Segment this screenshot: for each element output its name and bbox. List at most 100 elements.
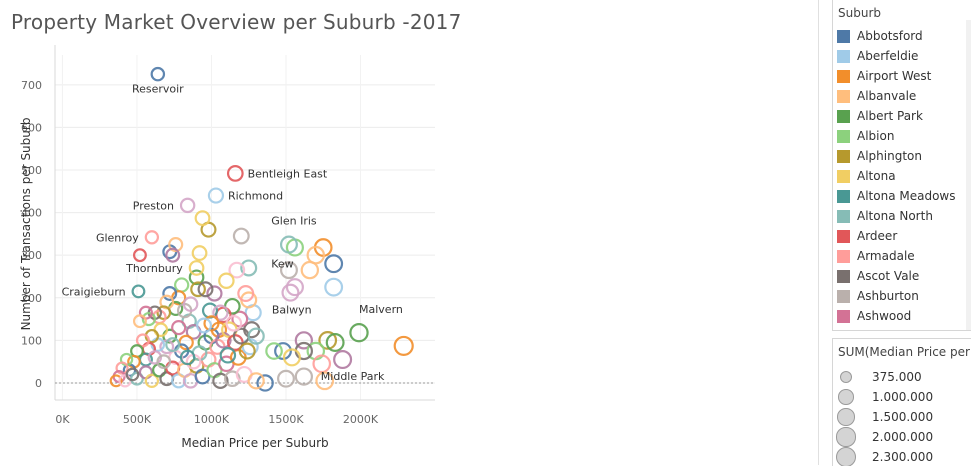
data-point[interactable] — [194, 368, 211, 385]
data-point[interactable] — [228, 261, 246, 279]
data-point-labeled[interactable] — [131, 284, 146, 299]
size-legend-label: 2.300.000 — [872, 450, 934, 464]
data-point[interactable] — [265, 342, 283, 360]
data-point[interactable] — [206, 285, 223, 302]
data-point[interactable] — [282, 348, 301, 367]
data-point[interactable] — [279, 261, 298, 280]
data-point[interactable] — [165, 337, 181, 353]
data-point[interactable] — [190, 281, 206, 298]
data-point[interactable] — [281, 283, 300, 302]
legend-label: Albanvale — [857, 89, 917, 103]
data-point[interactable] — [125, 367, 140, 382]
data-point[interactable] — [132, 314, 147, 329]
data-point[interactable] — [156, 305, 172, 321]
x-tick-label: 500K — [123, 413, 152, 426]
legend-item[interactable]: Albion — [833, 126, 971, 146]
legend-scrollbar[interactable] — [966, 20, 971, 330]
data-point[interactable] — [168, 236, 184, 253]
legend-item[interactable]: Armadale — [833, 246, 971, 266]
data-point[interactable] — [325, 333, 345, 352]
data-point[interactable] — [141, 311, 156, 327]
legend-item[interactable]: Altona North — [833, 206, 971, 226]
data-point-labeled[interactable] — [324, 277, 344, 297]
data-point[interactable] — [247, 327, 265, 345]
legend-item[interactable]: Albert Park — [833, 106, 971, 126]
data-point[interactable] — [219, 347, 237, 364]
data-point[interactable] — [182, 296, 199, 312]
data-point[interactable] — [132, 248, 147, 263]
scatter-chart[interactable]: Reservoir Bentleigh East Richmond Preston Gl… — [0, 0, 818, 465]
data-point[interactable] — [115, 361, 129, 375]
data-point[interactable] — [196, 317, 212, 334]
data-point[interactable] — [218, 272, 235, 289]
size-legend-label: 2.000.000 — [872, 430, 934, 444]
data-point-labeled[interactable] — [349, 323, 369, 343]
legend-item[interactable]: Altona — [833, 166, 971, 186]
data-point[interactable] — [156, 354, 172, 370]
data-point-labeled[interactable] — [144, 230, 160, 245]
legend-item[interactable]: Ashwood — [833, 306, 971, 326]
data-marks — [109, 66, 414, 392]
data-point[interactable] — [300, 260, 320, 280]
data-point[interactable] — [144, 373, 160, 388]
data-point[interactable] — [162, 286, 178, 301]
legend-swatch — [837, 149, 850, 163]
data-point[interactable] — [165, 247, 181, 263]
data-point[interactable] — [171, 319, 187, 336]
legend-swatch — [837, 229, 850, 243]
data-point[interactable] — [212, 304, 229, 321]
point-label: Craigieburn — [62, 285, 126, 298]
legend-item[interactable]: Aberfeldie — [833, 46, 971, 66]
data-point[interactable] — [240, 259, 258, 277]
data-point-labeled[interactable] — [333, 350, 353, 370]
legend-item[interactable]: Ascot Vale — [833, 266, 971, 286]
data-point[interactable] — [238, 342, 256, 360]
data-point[interactable] — [188, 269, 205, 286]
data-point[interactable] — [232, 227, 250, 245]
legend-item[interactable]: Altona Meadows — [833, 186, 971, 206]
legend-item[interactable]: Ardeer — [833, 226, 971, 246]
data-point[interactable] — [174, 277, 190, 293]
data-point[interactable] — [138, 365, 153, 380]
data-point[interactable] — [152, 362, 167, 378]
data-point[interactable] — [237, 285, 255, 303]
size-legend: SUM(Median Price per ... 375.000 1.000.00… — [832, 338, 971, 466]
data-point-labeled[interactable] — [179, 197, 196, 214]
data-point[interactable] — [225, 314, 243, 332]
data-point-labeled[interactable] — [207, 187, 225, 204]
data-point[interactable] — [277, 369, 295, 388]
size-legend-circle — [837, 408, 855, 426]
data-point[interactable] — [285, 278, 304, 297]
legend-item[interactable]: Ashburton — [833, 286, 971, 306]
data-point[interactable] — [315, 371, 335, 391]
legend-label: Albion — [857, 129, 895, 143]
data-point[interactable] — [318, 330, 338, 350]
color-legend[interactable]: Suburb Abbotsford Aberfeldie Airport West A… — [832, 0, 971, 331]
data-point[interactable] — [109, 374, 123, 388]
data-point-labeled[interactable] — [226, 165, 244, 182]
data-point-labeled[interactable] — [324, 254, 344, 274]
data-point-labeled[interactable] — [279, 235, 298, 254]
data-point[interactable] — [191, 245, 208, 261]
data-point[interactable] — [247, 372, 265, 390]
legend-label: Albert Park — [857, 109, 923, 123]
data-point[interactable] — [393, 335, 414, 356]
data-point[interactable] — [197, 281, 214, 298]
legend-item[interactable]: Alphington — [833, 146, 971, 166]
size-legend-item: 2.300.000 — [833, 447, 971, 466]
data-point[interactable] — [294, 331, 313, 350]
data-point[interactable] — [135, 333, 150, 348]
legend-item[interactable]: Airport West — [833, 66, 971, 86]
data-point[interactable] — [194, 210, 211, 227]
data-point[interactable] — [179, 349, 196, 366]
data-point[interactable] — [274, 342, 292, 360]
data-point[interactable] — [256, 374, 274, 392]
data-point-labeled[interactable] — [188, 260, 205, 276]
data-point[interactable] — [294, 367, 313, 386]
data-point[interactable] — [212, 372, 229, 390]
data-point-labeled[interactable] — [150, 66, 166, 82]
legend-item[interactable]: Abbotsford — [833, 26, 971, 46]
legend-item[interactable]: Albanvale — [833, 86, 971, 106]
data-point[interactable] — [203, 315, 220, 332]
data-point[interactable] — [147, 350, 163, 365]
